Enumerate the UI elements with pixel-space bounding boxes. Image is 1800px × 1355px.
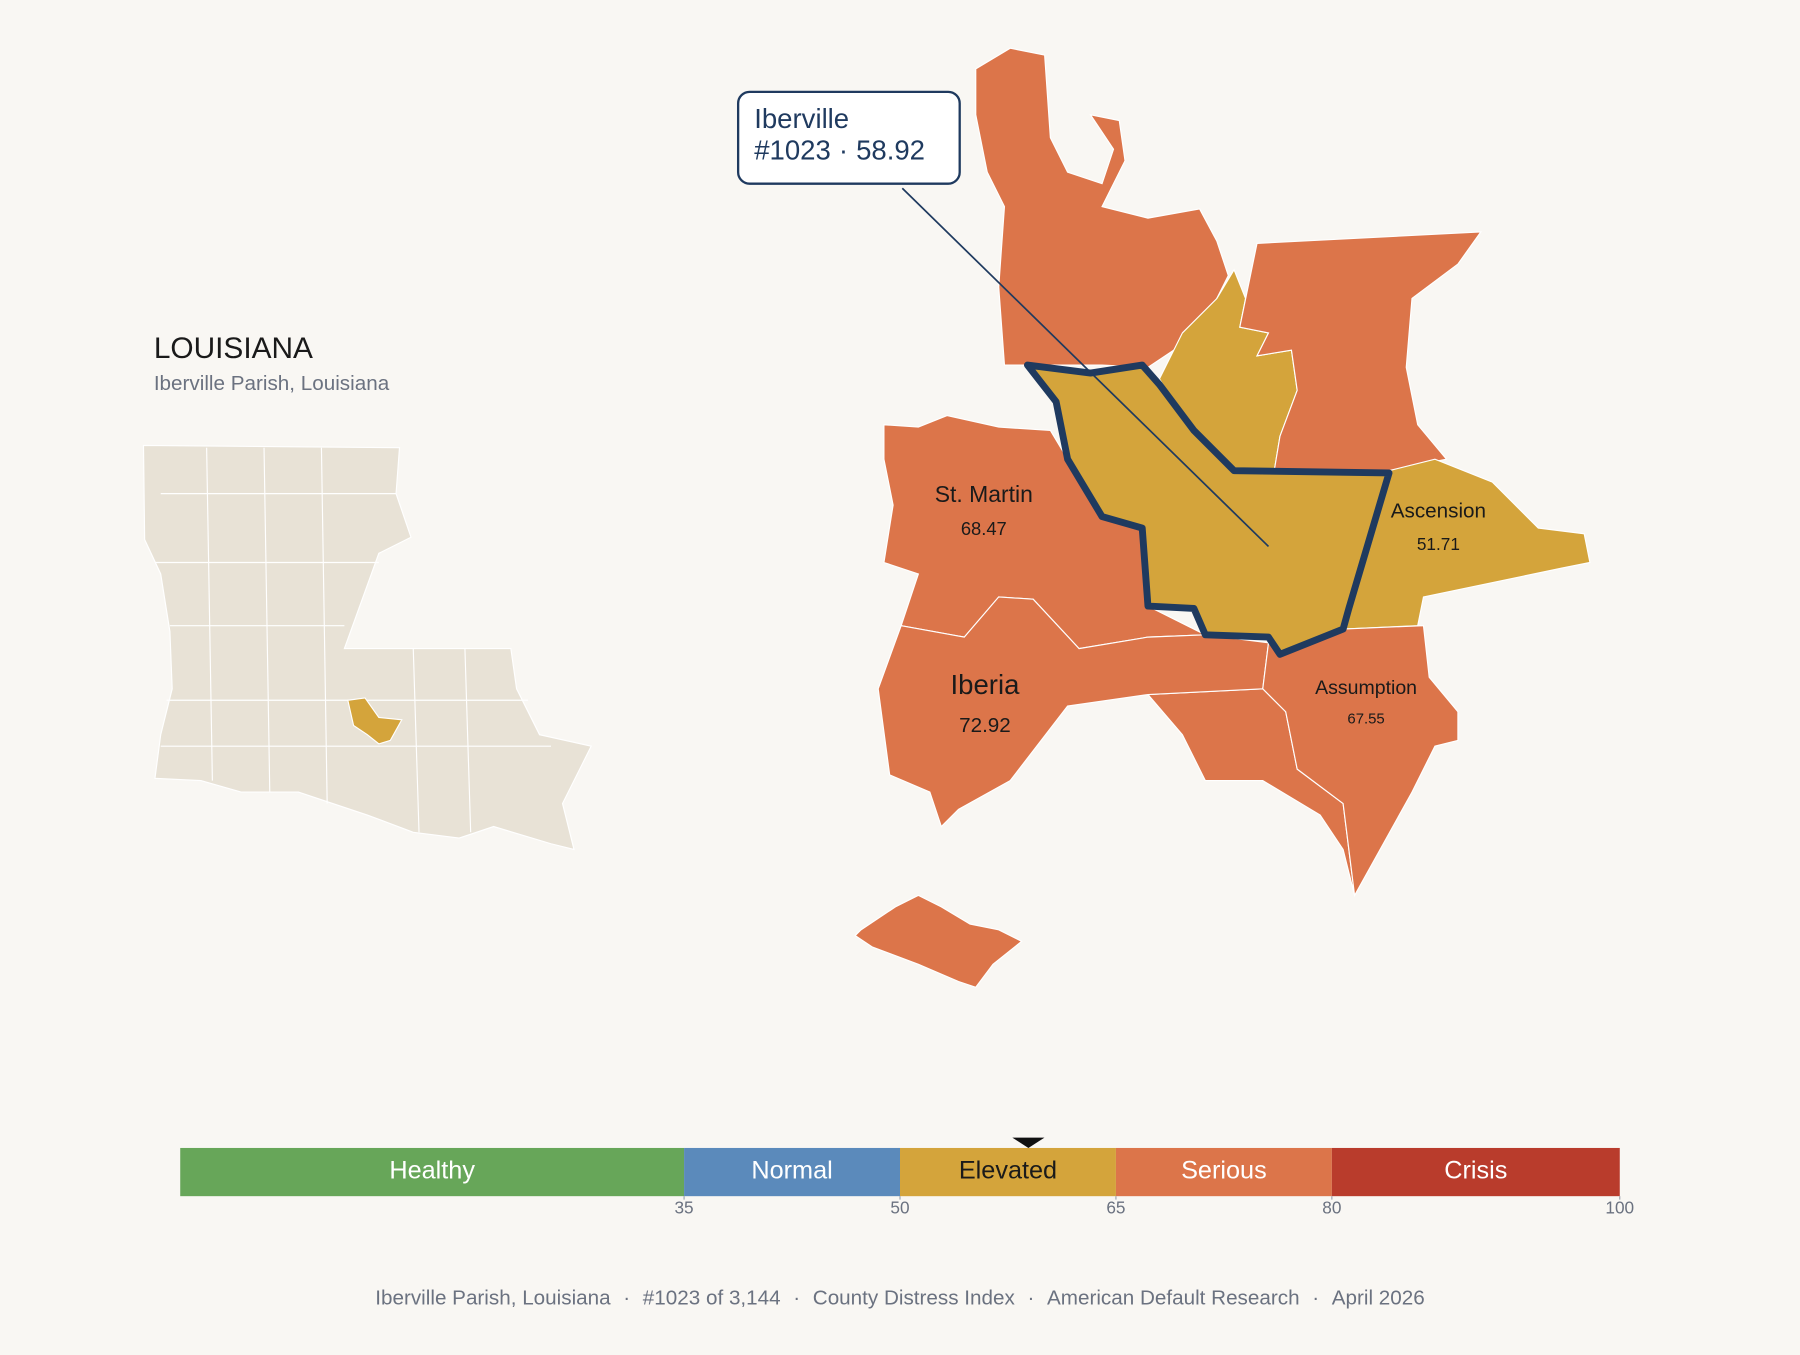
callout-leader	[901, 187, 1270, 548]
state-inset	[142, 444, 593, 851]
legend-band	[180, 1147, 685, 1197]
score-marker	[1012, 1137, 1045, 1148]
tick-label: 80	[1322, 1197, 1341, 1217]
parish-name: Iberia	[950, 669, 1020, 700]
subtitle: Iberville Parish, Louisiana	[154, 372, 390, 395]
parish-shape	[877, 596, 1270, 828]
callout-stats: #1023 · 58.92	[754, 135, 925, 166]
parish-value: 68.47	[961, 518, 1007, 539]
state-title: LOUISIANA	[154, 332, 313, 365]
legend-label: Elevated	[959, 1157, 1057, 1185]
state-shape	[142, 444, 593, 851]
separator: ·	[839, 135, 848, 166]
callout-box	[736, 90, 961, 185]
footer-item: County Distress Index	[813, 1287, 1016, 1310]
footer-item: #1023 of 3,144	[643, 1287, 781, 1310]
legend: Healthy Normal Elevated Serious Crisis 35 50 65…	[180, 1137, 1634, 1217]
tick-label: 65	[1106, 1197, 1125, 1217]
parish-border	[206, 447, 213, 781]
parish-value: 51.71	[1417, 534, 1460, 554]
separator: ·	[1027, 1287, 1034, 1310]
focus-parish[interactable]	[1023, 361, 1393, 658]
separator: ·	[793, 1287, 800, 1310]
tick-label: 100	[1605, 1197, 1634, 1217]
footer-item: April 2026	[1332, 1287, 1425, 1310]
footer-item: American Default Research	[1047, 1287, 1300, 1310]
tick-label: 35	[674, 1197, 693, 1217]
callout-score: 58.92	[856, 135, 925, 166]
footer: Iberville Parish, Louisiana · #1023 of 3,1…	[375, 1287, 1424, 1310]
parish-border	[412, 648, 420, 833]
parish-name: St. Martin	[935, 481, 1033, 507]
legend-band	[1115, 1147, 1332, 1197]
callout-rank: #1023	[754, 135, 831, 166]
parish-value: 67.55	[1347, 711, 1384, 728]
legend-label: Healthy	[389, 1157, 475, 1185]
legend-band	[684, 1147, 900, 1197]
legend-band	[1331, 1147, 1620, 1197]
inset-highlight	[347, 697, 403, 745]
callout-name: Iberville	[754, 103, 849, 134]
parish-border	[263, 447, 271, 793]
legend-band	[900, 1147, 1116, 1197]
parish-shape	[975, 47, 1229, 368]
legend-label: Normal	[751, 1157, 832, 1185]
parish-value: 72.92	[959, 714, 1011, 737]
legend-label: Serious	[1181, 1157, 1267, 1185]
separator: ·	[623, 1287, 630, 1310]
parish-shape	[854, 894, 1023, 988]
separator: ·	[1312, 1287, 1319, 1310]
parish-border	[320, 447, 328, 804]
footer-item: Iberville Parish, Louisiana	[375, 1287, 611, 1310]
parish-map	[854, 47, 1591, 988]
parish-name: Ascension	[1391, 499, 1486, 522]
parish-border	[464, 648, 472, 833]
tick-label: 50	[890, 1197, 909, 1217]
parish-name: Assumption	[1315, 677, 1417, 699]
legend-label: Crisis	[1444, 1157, 1507, 1185]
